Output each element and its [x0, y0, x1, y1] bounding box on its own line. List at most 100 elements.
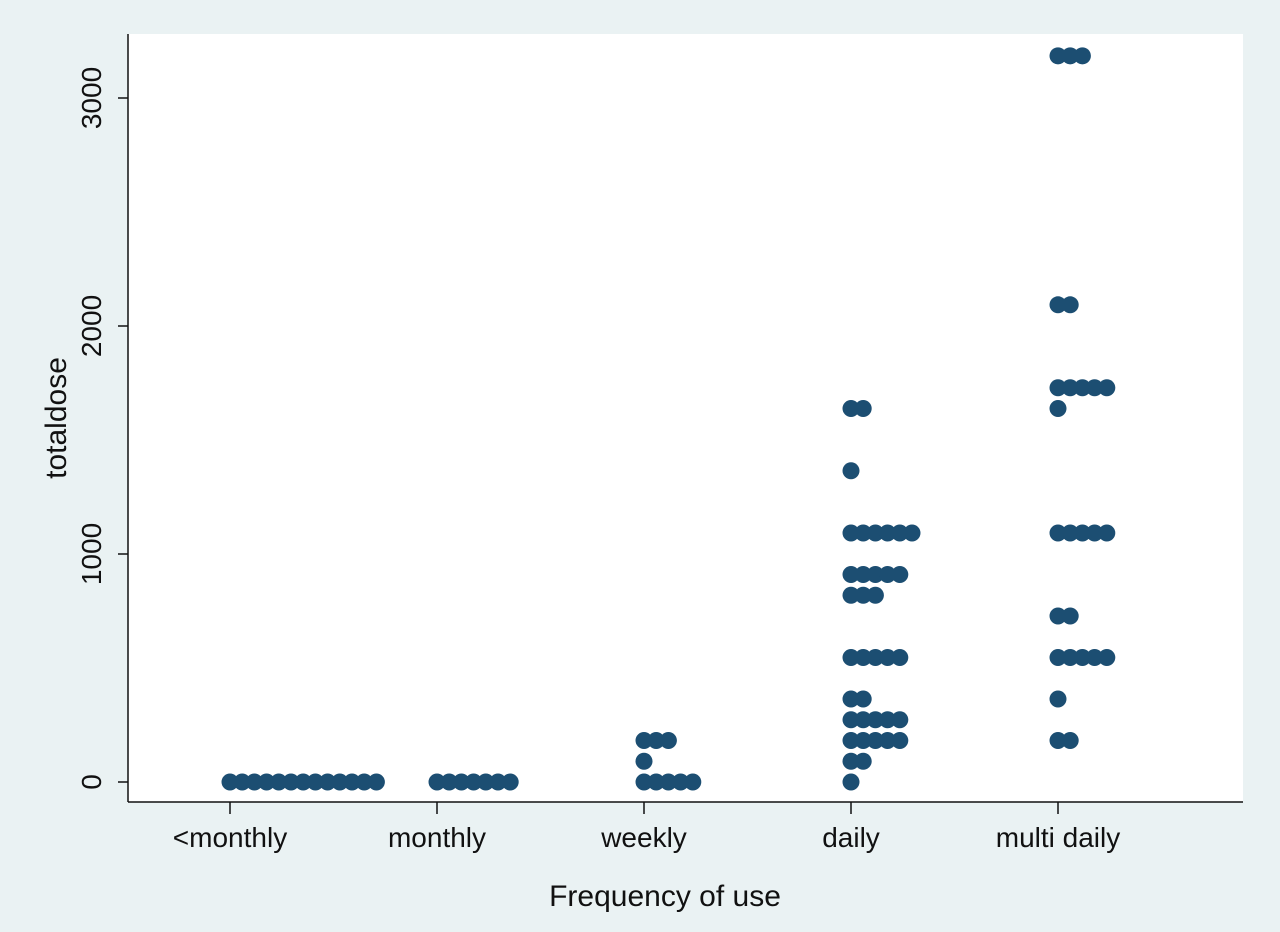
- data-point: [245, 773, 263, 791]
- data-point: [440, 773, 458, 791]
- data-point: [1061, 524, 1079, 542]
- data-point: [635, 732, 653, 750]
- data-point: [903, 524, 921, 542]
- data-point: [1049, 732, 1067, 750]
- data-point: [270, 773, 288, 791]
- y-tick-label: 2000: [76, 295, 107, 357]
- data-point: [879, 566, 897, 584]
- data-point: [1086, 524, 1104, 542]
- data-point: [891, 732, 909, 750]
- x-tick-label: multi daily: [996, 822, 1120, 853]
- data-point: [635, 773, 653, 791]
- data-point: [489, 773, 507, 791]
- y-axis-title: totaldose: [40, 357, 73, 479]
- data-point: [891, 566, 909, 584]
- data-point: [1049, 607, 1067, 625]
- x-axis-title: Frequency of use: [549, 880, 781, 913]
- data-point: [647, 732, 665, 750]
- data-point: [842, 462, 860, 480]
- data-point: [1061, 47, 1079, 65]
- data-point: [879, 711, 897, 729]
- data-point: [842, 773, 860, 791]
- plot-area: [128, 34, 1243, 802]
- x-tick-label: monthly: [388, 822, 486, 853]
- data-point: [1086, 379, 1104, 397]
- data-points: [221, 47, 1116, 791]
- data-point: [501, 773, 519, 791]
- data-point: [452, 773, 470, 791]
- data-point: [233, 773, 251, 791]
- data-point: [891, 649, 909, 667]
- y-tick-label: 3000: [76, 67, 107, 129]
- data-point: [842, 400, 860, 418]
- data-point: [854, 711, 872, 729]
- data-point: [854, 690, 872, 708]
- data-point: [1049, 524, 1067, 542]
- y-tick-label: 1000: [76, 523, 107, 585]
- data-point: [842, 711, 860, 729]
- data-point: [866, 566, 884, 584]
- data-point: [1073, 47, 1091, 65]
- data-point: [854, 752, 872, 770]
- data-point: [854, 566, 872, 584]
- data-point: [866, 586, 884, 604]
- data-point: [866, 711, 884, 729]
- data-point: [866, 524, 884, 542]
- data-point: [854, 732, 872, 750]
- data-point: [294, 773, 312, 791]
- data-point: [1098, 379, 1116, 397]
- data-point: [891, 524, 909, 542]
- data-point: [842, 524, 860, 542]
- data-point: [659, 773, 677, 791]
- dot-plot: 0 1000 2000 3000 <monthly monthly weekly daily…: [40, 34, 1243, 913]
- data-point: [659, 732, 677, 750]
- data-point: [879, 732, 897, 750]
- y-ticks: 0 1000 2000 3000: [76, 67, 128, 790]
- data-point: [866, 649, 884, 667]
- data-point: [854, 400, 872, 418]
- data-point: [842, 690, 860, 708]
- data-point: [477, 773, 495, 791]
- data-point: [1049, 296, 1067, 314]
- data-point: [647, 773, 665, 791]
- data-point: [1073, 379, 1091, 397]
- data-point: [465, 773, 483, 791]
- data-point: [343, 773, 361, 791]
- data-point: [282, 773, 300, 791]
- data-point: [428, 773, 446, 791]
- x-tick-label: daily: [822, 822, 880, 853]
- data-point: [879, 649, 897, 667]
- data-point: [1061, 607, 1079, 625]
- data-point: [1061, 296, 1079, 314]
- data-point: [1061, 649, 1079, 667]
- data-point: [1073, 649, 1091, 667]
- data-point: [854, 649, 872, 667]
- data-point: [1098, 524, 1116, 542]
- data-point: [854, 586, 872, 604]
- data-point: [672, 773, 690, 791]
- data-point: [319, 773, 337, 791]
- data-point: [1098, 649, 1116, 667]
- data-point: [1061, 379, 1079, 397]
- data-point: [367, 773, 385, 791]
- data-point: [635, 752, 653, 770]
- data-point: [879, 524, 897, 542]
- data-point: [842, 752, 860, 770]
- data-point: [306, 773, 324, 791]
- x-ticks: <monthly monthly weekly daily multi daily: [173, 802, 1120, 853]
- data-point: [891, 711, 909, 729]
- data-point: [842, 732, 860, 750]
- y-tick-label: 0: [76, 774, 107, 790]
- data-point: [221, 773, 239, 791]
- chart-frame: 0 1000 2000 3000 <monthly monthly weekly daily…: [4, 4, 1276, 928]
- x-tick-label: weekly: [600, 822, 687, 853]
- x-tick-label: <monthly: [173, 822, 287, 853]
- data-point: [1049, 649, 1067, 667]
- data-point: [842, 566, 860, 584]
- data-point: [842, 649, 860, 667]
- data-point: [258, 773, 276, 791]
- data-point: [1073, 524, 1091, 542]
- data-point: [1061, 732, 1079, 750]
- data-point: [1086, 649, 1104, 667]
- data-point: [1049, 400, 1067, 418]
